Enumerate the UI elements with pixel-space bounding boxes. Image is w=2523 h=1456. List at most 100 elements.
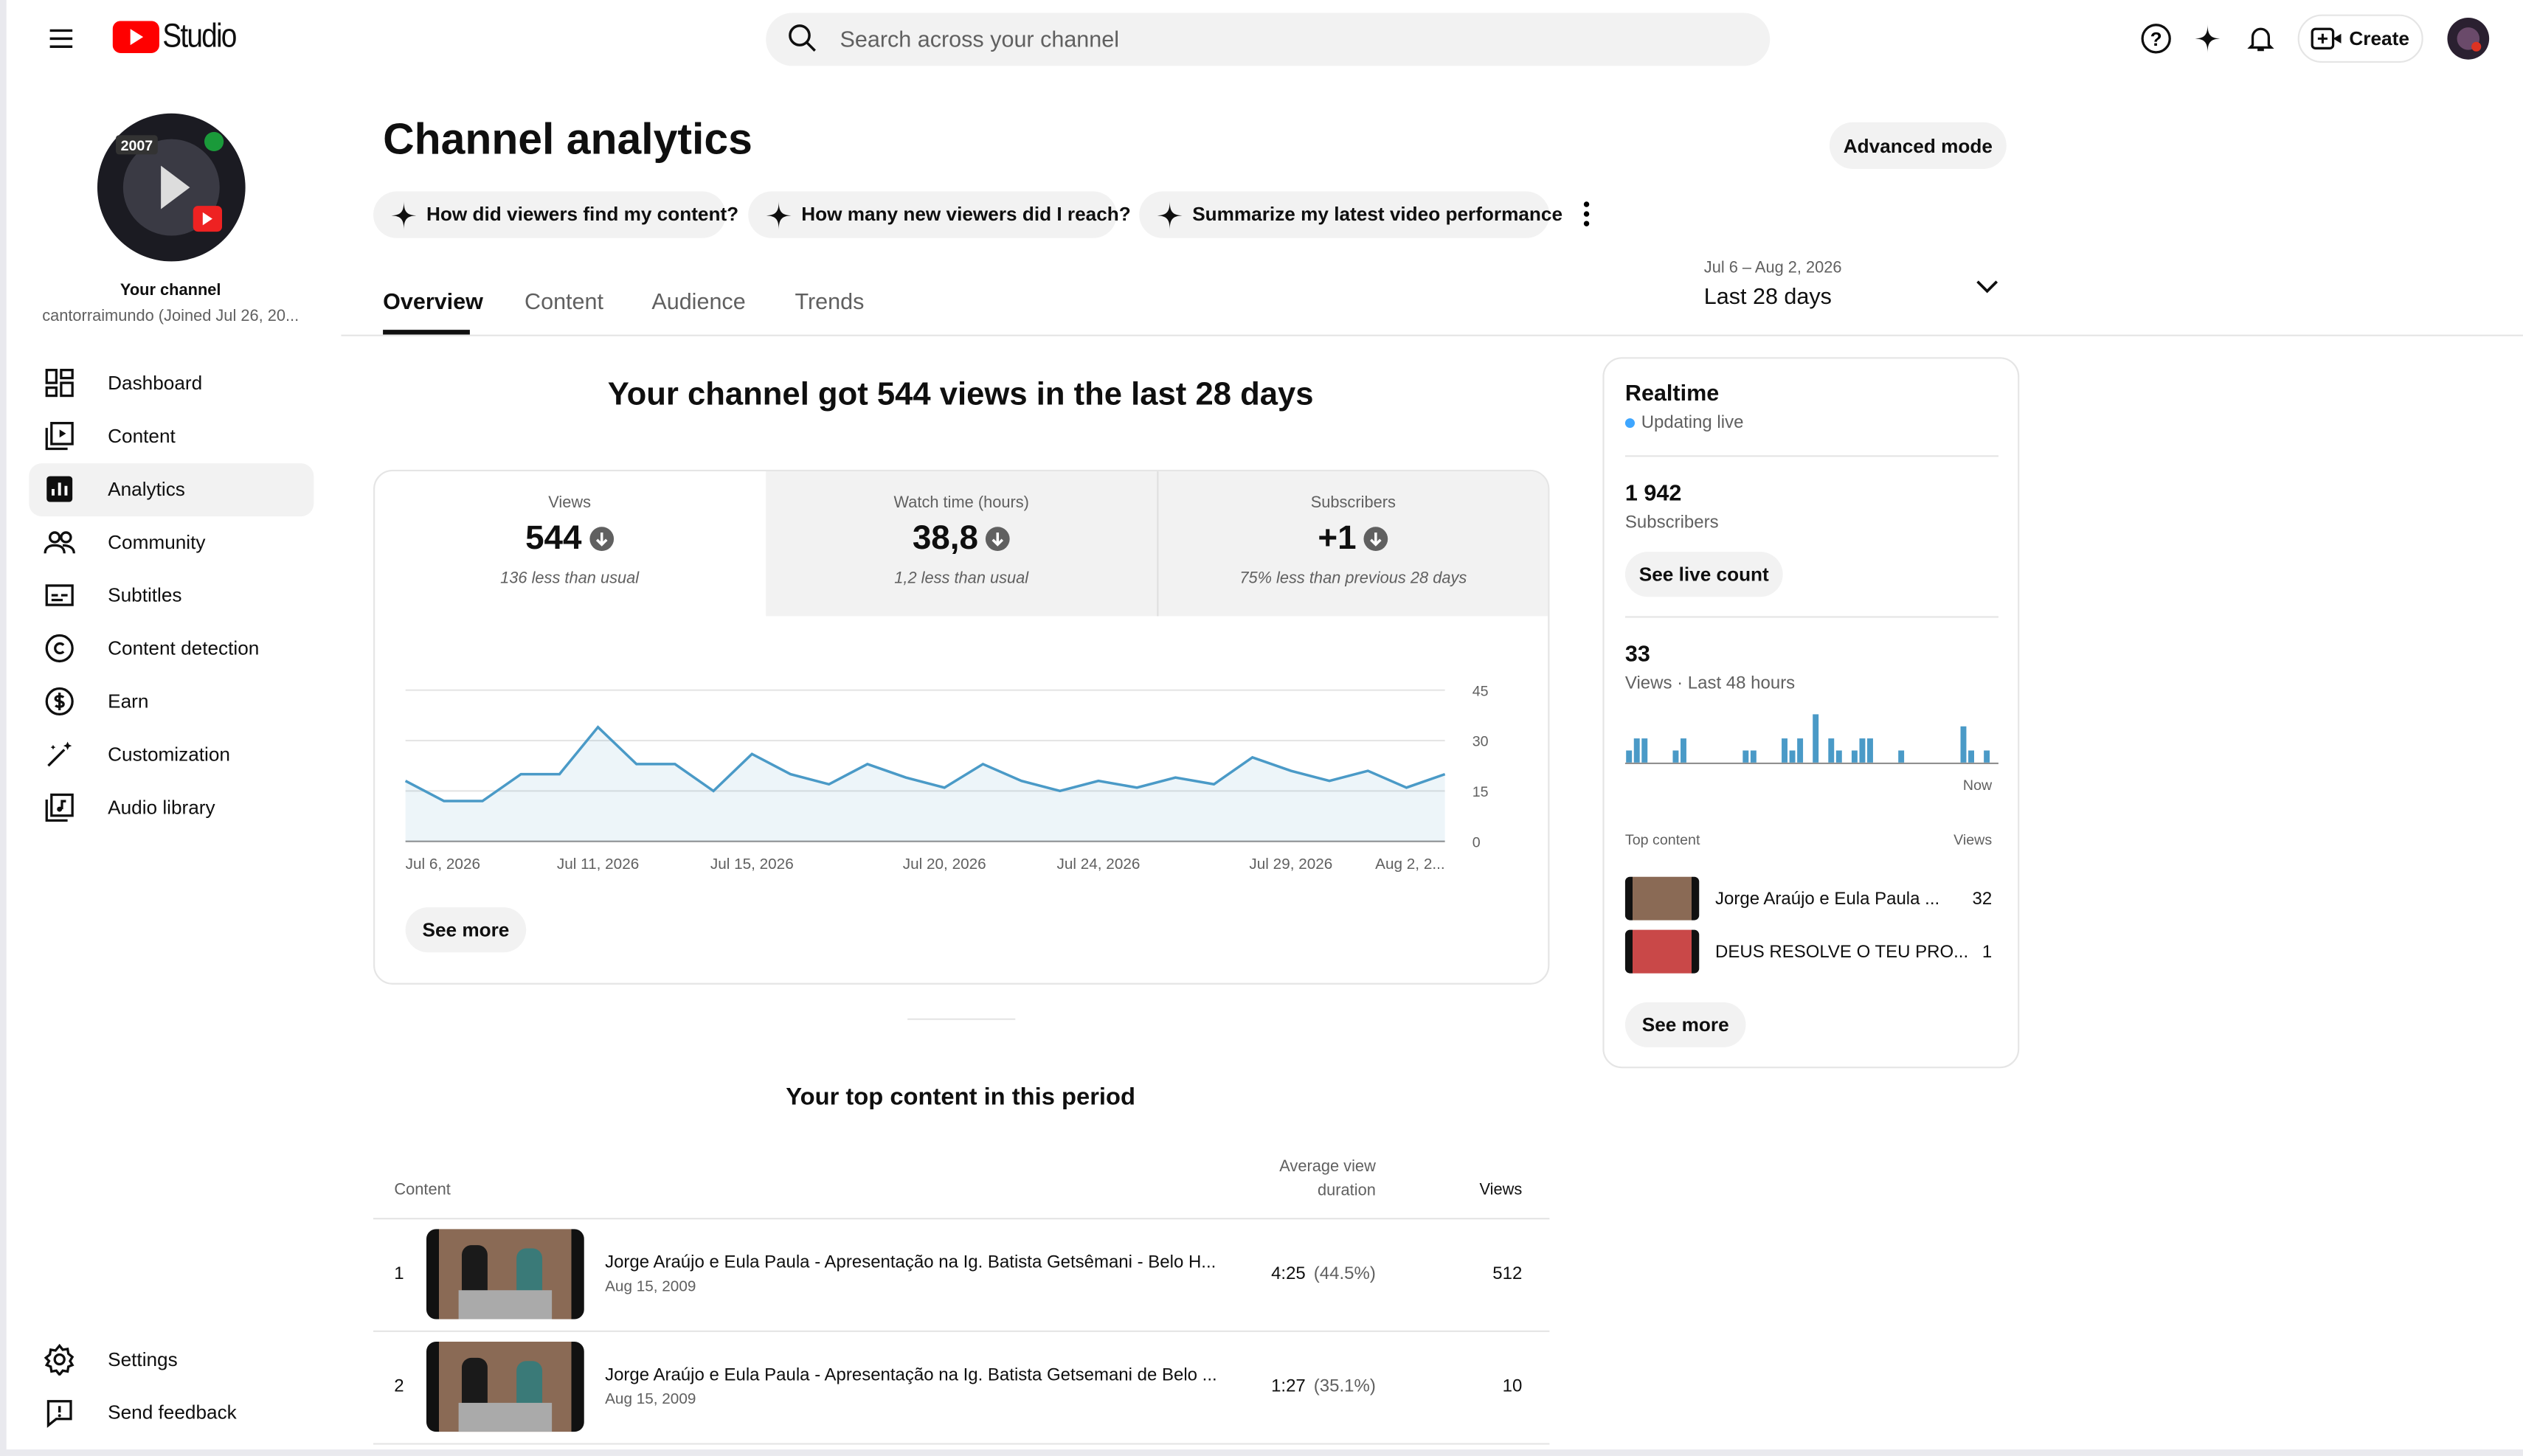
create-label[interactable]: Create	[2349, 27, 2409, 50]
date-range[interactable]: Jul 6 – Aug 2, 2026	[1703, 260, 1842, 278]
table-header: Views	[1479, 1182, 1523, 1200]
top-content-title: Your top content in this period	[786, 1083, 1136, 1112]
metric-delta: 75% less than previous 28 days	[1239, 570, 1467, 589]
nav-icon[interactable]	[44, 526, 76, 558]
nav-icon[interactable]	[44, 685, 76, 718]
nav-icon[interactable]	[44, 738, 76, 771]
tab[interactable]: Audience	[651, 288, 746, 314]
sparkle-icon[interactable]	[763, 199, 795, 232]
channel-avatar[interactable]: 2007	[97, 113, 246, 263]
bar	[1672, 750, 1679, 763]
prompt-text[interactable]: How many new viewers did I reach?	[801, 202, 1131, 226]
nav-icon[interactable]	[44, 632, 76, 665]
video-title[interactable]: Jorge Araújo e Eula Paula - Apresentação…	[605, 1253, 1216, 1273]
line	[404, 725, 1446, 802]
period-label[interactable]: Last 28 days	[1703, 282, 1832, 309]
table-divider	[373, 1218, 1550, 1220]
nav-item[interactable]: Community	[108, 530, 206, 554]
headline: Your channel got 544 views in the last 2…	[607, 377, 1314, 413]
more-icon[interactable]	[1580, 199, 1593, 228]
x-tick-label: Aug 2, 2...	[1375, 856, 1444, 873]
video-title[interactable]: Jorge Araújo e Eula Paula - Apresentação…	[605, 1365, 1217, 1385]
create-icon[interactable]	[2311, 26, 2343, 52]
views: 10	[1502, 1377, 1523, 1397]
nav-icon[interactable]	[44, 791, 76, 824]
svg-text:2007: 2007	[121, 138, 153, 154]
bar	[1851, 750, 1858, 763]
x-tick-label: Jul 6, 2026	[406, 856, 480, 873]
bar	[1984, 750, 1990, 763]
realtime-card	[1602, 357, 2020, 1069]
logo-icon[interactable]	[112, 21, 161, 55]
nav-item[interactable]: Subtitles	[108, 583, 182, 607]
nav-item[interactable]: Send feedback	[108, 1401, 237, 1424]
divider	[1624, 455, 1998, 457]
item-title[interactable]: Jorge Araújo e Eula Paula ...	[1715, 890, 1940, 909]
sparkle-icon[interactable]	[388, 199, 420, 232]
section-divider	[907, 1018, 1016, 1020]
nav-item[interactable]: Content	[108, 424, 176, 448]
nav-item[interactable]: Audio library	[108, 796, 215, 819]
nav-icon[interactable]	[44, 1396, 76, 1429]
bar	[1641, 738, 1648, 763]
realtime-status: Updating live	[1641, 413, 1744, 433]
x-tick-label: Jul 24, 2026	[1057, 856, 1141, 873]
metric-label: Subscribers	[1310, 494, 1396, 513]
item-views: 1	[1982, 943, 1993, 963]
nav-item[interactable]: Analytics	[108, 477, 185, 501]
nav-icon[interactable]	[44, 473, 76, 505]
item-title[interactable]: DEUS RESOLVE O TEU PRO...	[1715, 943, 1969, 963]
prompt-text[interactable]: How did viewers find my content?	[426, 202, 739, 226]
svg-text:?: ?	[2150, 28, 2162, 50]
prompt-chip[interactable]	[748, 191, 1117, 238]
nav-item[interactable]: Content detection	[108, 637, 260, 660]
search-icon[interactable]	[787, 23, 820, 55]
thumbnail[interactable]	[426, 1229, 584, 1320]
sparkle-icon[interactable]	[1154, 199, 1186, 232]
nav-active-bg	[29, 463, 314, 517]
sparkle-icon[interactable]	[2192, 23, 2224, 55]
nav-item[interactable]: Settings	[108, 1348, 178, 1371]
dropdown-icon[interactable]	[1971, 270, 2004, 302]
tab[interactable]: Trends	[795, 288, 865, 314]
nav-item[interactable]: Customization	[108, 743, 230, 766]
prompt-chip[interactable]	[1139, 191, 1550, 238]
channel-name: cantorraimundo (Joined Jul 26, 20...	[42, 308, 300, 326]
bar	[1633, 738, 1640, 763]
see-more-button[interactable]: See more	[405, 907, 527, 953]
nav-icon[interactable]	[44, 367, 76, 399]
realtime-title: Realtime	[1624, 379, 1720, 406]
thumbnail[interactable]	[1624, 929, 1700, 974]
live-count-button[interactable]: See live count	[1624, 552, 1783, 597]
area	[405, 727, 1445, 842]
menu-icon[interactable]	[45, 23, 77, 55]
prompt-text[interactable]: Summarize my latest video performance	[1192, 202, 1563, 226]
nav-icon[interactable]	[44, 420, 76, 452]
thumbnail[interactable]	[426, 1342, 584, 1432]
realtime-views: 33	[1624, 640, 1650, 666]
search-placeholder[interactable]: Search across your channel	[840, 25, 1120, 52]
logo-text[interactable]: Studio	[162, 17, 237, 55]
bar	[1898, 750, 1905, 763]
notifications-icon[interactable]	[2245, 23, 2277, 55]
create-button[interactable]	[2297, 14, 2423, 63]
nav-item[interactable]: Earn	[108, 690, 149, 713]
item-views: 32	[1972, 890, 1993, 909]
tab[interactable]: Content	[525, 288, 604, 314]
tab[interactable]: Overview	[383, 288, 483, 314]
thumbnail[interactable]	[1624, 876, 1700, 921]
nav-item[interactable]: Dashboard	[108, 371, 203, 395]
advanced-mode-button[interactable]: Advanced mode	[1829, 122, 2007, 170]
help-icon[interactable]: ?	[2140, 23, 2173, 55]
nav-icon[interactable]	[44, 579, 76, 611]
see-more-button[interactable]: See more	[1624, 1002, 1746, 1047]
metric-value: +1	[1318, 519, 1357, 557]
bar	[1813, 714, 1819, 763]
search-box[interactable]	[766, 13, 1771, 66]
bar	[1960, 726, 1967, 763]
prompt-chip[interactable]	[373, 191, 726, 238]
row-divider	[373, 1330, 1550, 1332]
nav-icon[interactable]	[44, 1343, 76, 1376]
account-avatar[interactable]	[2446, 16, 2491, 61]
